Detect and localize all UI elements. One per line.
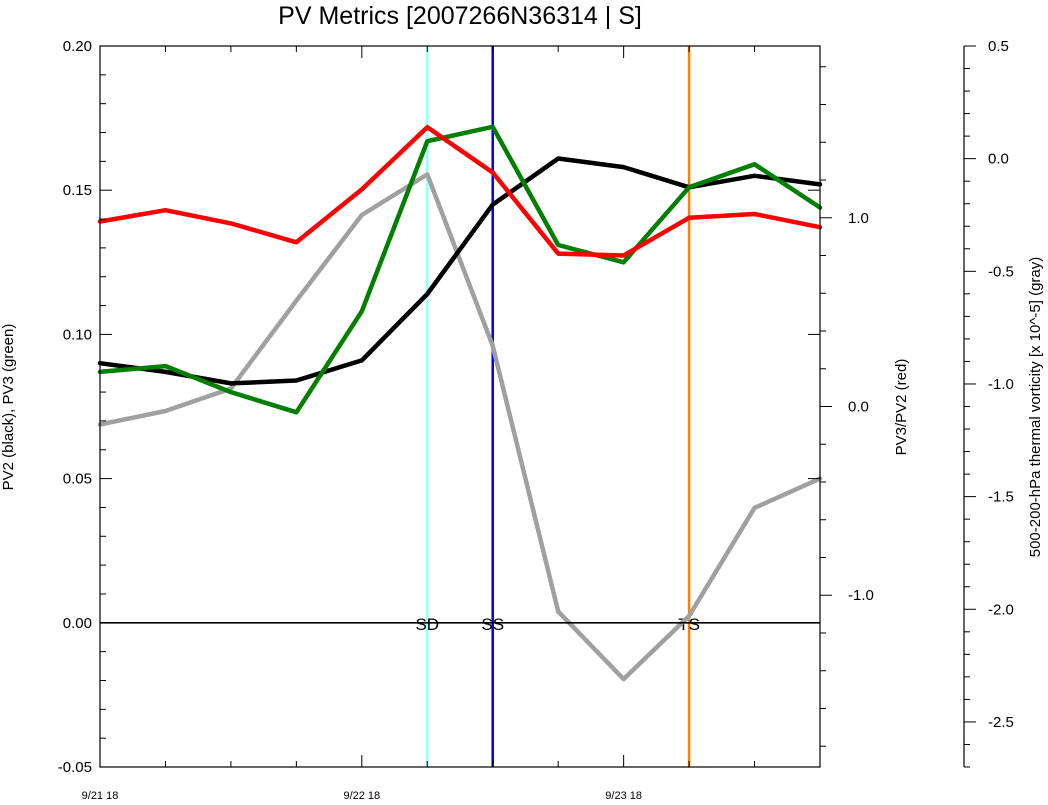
far-right-tick-label: -2.0	[988, 601, 1014, 618]
right-tick-label: 0.0	[848, 399, 869, 416]
x-tick-label: 9/21 18	[82, 790, 119, 802]
plot-frame	[99, 45, 821, 768]
right-tick-label: 1.0	[848, 210, 869, 227]
left-tick-label: 0.05	[63, 471, 92, 488]
x-tick-label: 9/23 18	[605, 790, 642, 802]
event-label-sd: SD	[415, 615, 439, 634]
far-right-tick-label: -0.5	[988, 263, 1014, 280]
left-tick-label: 0.20	[63, 38, 92, 55]
series-line-left-0	[97, 156, 823, 386]
far-right-tick-label: -1.0	[988, 376, 1014, 393]
far-right-tick-label: 0.0	[988, 151, 1009, 168]
x-tick-label: 9/22 18	[343, 790, 380, 802]
far-right-tick-label: -1.5	[988, 489, 1014, 506]
chart-title: PV Metrics [2007266N36314 | S]	[278, 2, 642, 30]
left-tick-label: 0.00	[63, 615, 92, 632]
far-right-axis-label: 500-200-hPa thermal vorticity [x 10^-5] …	[1027, 257, 1044, 558]
series-line-far_right-3	[97, 172, 823, 682]
series-line-left-1	[97, 124, 823, 415]
series-line-right-2	[97, 124, 823, 258]
right-tick-label: -1.0	[848, 587, 874, 604]
right-axis-label: PV3/PV2 (red)	[893, 359, 910, 456]
left-axis-label: PV2 (black), PV3 (green)	[0, 324, 17, 491]
left-tick-label: 0.10	[63, 326, 92, 343]
far-right-tick-label: 0.5	[988, 38, 1009, 55]
left-tick-label: -0.05	[58, 759, 92, 776]
far-right-tick-label: -2.5	[988, 714, 1014, 731]
left-tick-label: 0.15	[63, 182, 92, 199]
event-label-ss: SS	[481, 615, 504, 634]
